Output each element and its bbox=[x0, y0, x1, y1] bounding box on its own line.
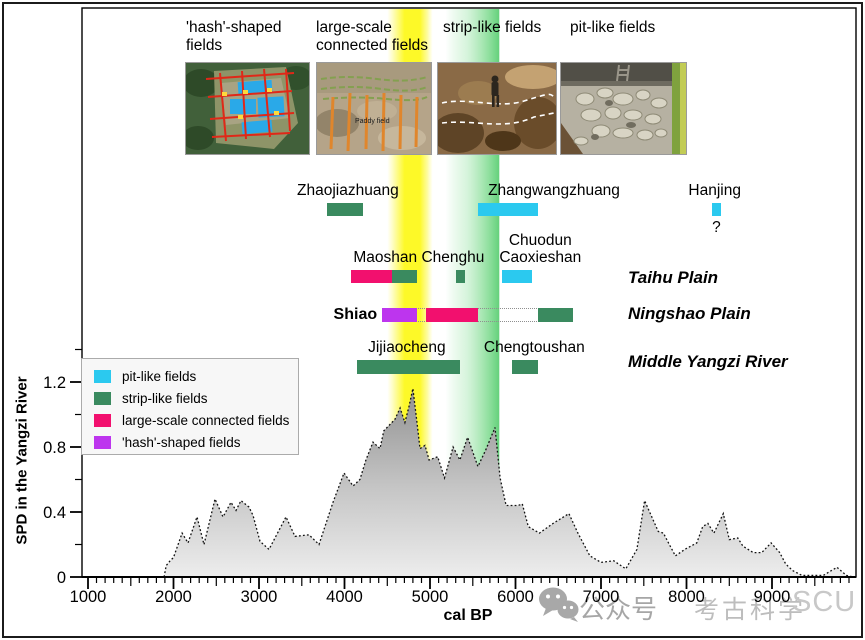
wechat-icon bbox=[538, 586, 580, 627]
watermark-suffix: SCU bbox=[792, 586, 857, 618]
watermark-account-label: 公众号 bbox=[579, 594, 658, 624]
site-bar-zhangwangzhuang-pit bbox=[477, 203, 538, 216]
photo-label-pit-fields: pit-like fields bbox=[570, 19, 656, 36]
legend-item-pit-fields: pit-like fields bbox=[94, 365, 298, 387]
site-label-shiao: Shiao bbox=[333, 306, 378, 323]
survey-markers bbox=[222, 88, 279, 119]
legend-item-strip-fields: strip-like fields bbox=[94, 387, 298, 409]
y-tick-label: 0.4 bbox=[43, 504, 66, 522]
photo-label-large-scale-fields: large-scale connected fields bbox=[316, 19, 429, 54]
y-tick-label: 0.8 bbox=[43, 439, 66, 457]
excavator-figure bbox=[491, 75, 500, 107]
pit-fields-photo bbox=[560, 62, 687, 155]
x-tick-label: 9000 bbox=[754, 588, 791, 606]
site-label-jijiaocheng: Jijiaocheng bbox=[368, 339, 446, 356]
x-tick-label: 1000 bbox=[70, 588, 107, 606]
x-tick-label: 3000 bbox=[241, 588, 278, 606]
site-bar-hanjing-pit bbox=[712, 203, 721, 216]
legend-label: strip-like fields bbox=[122, 390, 208, 406]
paddy-field-annotation: Paddy field bbox=[355, 118, 390, 125]
uncertainty-question-mark: ? bbox=[712, 219, 721, 236]
x-tick-label: 7000 bbox=[583, 588, 620, 606]
ancient-ditch-lines bbox=[320, 76, 428, 102]
site-bar-jijiaocheng-strip bbox=[357, 360, 460, 374]
site-bar-maoshan-chenghu-strip bbox=[455, 270, 466, 283]
site-label-chuodun-caoxieshan: Chuodun Caoxieshan bbox=[499, 232, 582, 266]
legend-label: large-scale connected fields bbox=[122, 412, 290, 428]
pit-hollows bbox=[591, 100, 636, 140]
x-tick-label: 5000 bbox=[412, 588, 449, 606]
legend-swatch-strip bbox=[94, 391, 111, 405]
site-label-maoshan-chenghu: Maoshan Chenghu bbox=[353, 249, 485, 266]
x-tick-label: 4000 bbox=[326, 588, 363, 606]
legend-label: pit-like fields bbox=[122, 368, 197, 384]
hash-fields-photo bbox=[185, 62, 310, 155]
photo-label-strip-fields: strip-like fields bbox=[443, 19, 542, 36]
y-tick-label: 0 bbox=[57, 569, 66, 587]
region-label-taihu-plain: Taihu Plain bbox=[628, 268, 719, 287]
x-tick-label: 8000 bbox=[668, 588, 705, 606]
photo-label-hash-fields: 'hash'-shaped fields bbox=[186, 19, 282, 54]
x-tick-label: 6000 bbox=[497, 588, 534, 606]
strip-fields-photo bbox=[437, 62, 557, 155]
legend-swatch-hash bbox=[94, 435, 111, 449]
site-bar-shiao-hash bbox=[382, 308, 418, 322]
x-axis-title: cal BP bbox=[443, 607, 493, 624]
pit-stones bbox=[573, 87, 668, 146]
legend-swatch-large bbox=[94, 413, 111, 427]
site-bar-shiao-strip bbox=[537, 308, 573, 322]
site-label-zhaojiazhuang: Zhaojiazhuang bbox=[297, 182, 399, 199]
legend-item-large-fields: large-scale connected fields bbox=[94, 409, 298, 431]
watermark-name: 考古科学 bbox=[694, 596, 807, 624]
site-bar-chengtoushan-strip bbox=[512, 360, 538, 374]
site-label-zhangwangzhuang: Zhangwangzhuang bbox=[488, 182, 620, 199]
site-bar-shiao-large bbox=[425, 308, 478, 322]
large-scale-fields-photo: Paddy field bbox=[316, 62, 432, 155]
field-ridge-lines bbox=[329, 92, 419, 152]
site-bar-zhaojiazhuang-strip bbox=[327, 203, 364, 216]
y-axis-title: SPD in the Yangzi River bbox=[13, 376, 31, 545]
legend-swatch-pit bbox=[94, 369, 111, 383]
region-label-middle-yangzi: Middle Yangzi River bbox=[628, 352, 788, 371]
legend-item-hash-fields: 'hash'-shaped fields bbox=[94, 431, 298, 453]
legend-label: 'hash'-shaped fields bbox=[122, 434, 241, 450]
y-tick-label: 1.2 bbox=[43, 374, 66, 392]
spd-curve-fill bbox=[164, 388, 854, 577]
site-label-chengtoushan: Chengtoushan bbox=[483, 339, 585, 356]
site-bar-maoshan-chenghu-large bbox=[350, 270, 393, 283]
x-tick-label: 2000 bbox=[155, 588, 192, 606]
site-label-hanjing: Hanjing bbox=[688, 182, 741, 199]
site-bar-chuodun-caoxieshan-pit bbox=[501, 270, 532, 283]
ladder-icon bbox=[616, 64, 630, 82]
strip-field-boundary-lines bbox=[441, 93, 555, 125]
site-bar-maoshan-chenghu-strip bbox=[392, 270, 418, 283]
region-label-ningshao-plain: Ningshao Plain bbox=[628, 304, 751, 323]
field-type-legend: pit-like fields strip-like fields large-sc… bbox=[81, 358, 299, 455]
